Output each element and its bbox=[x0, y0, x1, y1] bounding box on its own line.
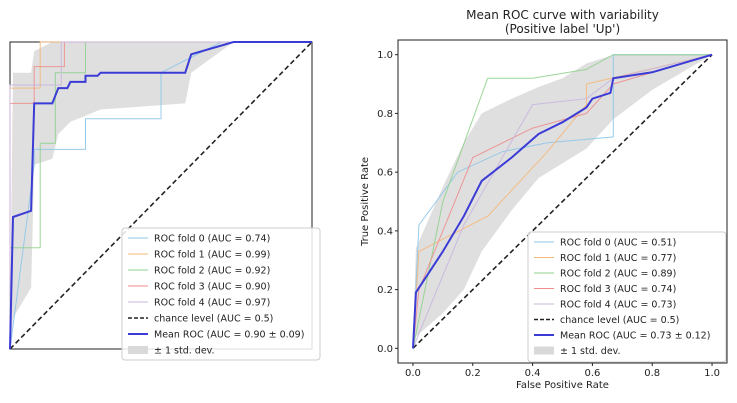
y-tick-label: 0.4 bbox=[377, 226, 393, 237]
x-tick-label: 0.2 bbox=[465, 368, 481, 379]
roc-fold-2-line bbox=[9, 41, 312, 349]
y-tick-label: 0.2 bbox=[377, 285, 393, 296]
legend-swatch bbox=[534, 346, 554, 355]
left-roc-panel: ROC fold 0 (AUC = 0.74) ROC fold 1 (AUC =… bbox=[9, 41, 321, 361]
legend-label-chance-level-auc-0-5: chance level (AUC = 0.5) bbox=[154, 314, 273, 325]
x-tick-label: 0.6 bbox=[584, 368, 600, 379]
legend-label-roc-fold-1-auc-0-77: ROC fold 1 (AUC = 0.77) bbox=[560, 253, 676, 264]
legend-label-1-std-dev: ± 1 std. dev. bbox=[154, 346, 215, 357]
roc-fold-4-line bbox=[9, 41, 312, 349]
roc-fold-0-line bbox=[412, 54, 712, 349]
legend-label-roc-fold-0-auc-0-51: ROC fold 0 (AUC = 0.51) bbox=[560, 238, 676, 249]
y-tick-label: 1.0 bbox=[377, 50, 393, 61]
legend-label-roc-fold-4-auc-0-73: ROC fold 4 (AUC = 0.73) bbox=[560, 300, 676, 311]
y-axis-label: True Positive Rate bbox=[360, 157, 371, 247]
std-dev-band bbox=[413, 54, 712, 349]
legend-label-roc-fold-3-auc-0-90: ROC fold 3 (AUC = 0.90) bbox=[154, 282, 270, 293]
x-tick-label: 0.0 bbox=[405, 368, 421, 379]
chance-level-line bbox=[412, 54, 713, 349]
legend-label-roc-fold-4-auc-0-97: ROC fold 4 (AUC = 0.97) bbox=[154, 298, 270, 309]
x-axis-label: False Positive Rate bbox=[516, 380, 609, 391]
chart-title: Mean ROC curve with variability bbox=[466, 8, 659, 22]
chart-subtitle: (Positive label 'Up') bbox=[505, 22, 620, 36]
legend-swatch bbox=[128, 346, 148, 354]
x-tick-label: 0.8 bbox=[644, 368, 660, 379]
legend-label-chance-level-auc-0-5: chance level (AUC = 0.5) bbox=[560, 315, 679, 326]
x-tick-label: 0.4 bbox=[525, 368, 541, 379]
y-tick-label: 0.0 bbox=[377, 344, 393, 355]
y-tick-label: 0.6 bbox=[377, 168, 393, 179]
legend-box bbox=[527, 231, 727, 363]
legend-box bbox=[121, 227, 321, 361]
right-roc-panel: Mean ROC curve with variability(Positive… bbox=[360, 8, 728, 391]
legend-label-roc-fold-2-auc-0-89: ROC fold 2 (AUC = 0.89) bbox=[560, 269, 676, 280]
legend-label-roc-fold-3-auc-0-74: ROC fold 3 (AUC = 0.74) bbox=[560, 284, 676, 295]
mean-roc-line bbox=[9, 41, 312, 350]
y-tick-label: 0.8 bbox=[377, 109, 393, 120]
legend-label-roc-fold-1-auc-0-99: ROC fold 1 (AUC = 0.99) bbox=[154, 250, 270, 261]
legend-label-1-std-dev: ± 1 std. dev. bbox=[560, 346, 621, 357]
legend-label-roc-fold-2-auc-0-92: ROC fold 2 (AUC = 0.92) bbox=[154, 266, 270, 277]
legend-label-mean-roc-auc-0-90-0-09: Mean ROC (AUC = 0.90 ± 0.09) bbox=[154, 330, 304, 341]
mean-roc-line bbox=[412, 53, 713, 349]
roc-fold-2-line bbox=[412, 54, 712, 349]
x-tick-label: 1.0 bbox=[704, 368, 720, 379]
legend-label-roc-fold-0-auc-0-74: ROC fold 0 (AUC = 0.74) bbox=[154, 234, 270, 245]
roc-fold-1-line bbox=[412, 54, 713, 349]
legend-label-mean-roc-auc-0-73-0-12: Mean ROC (AUC = 0.73 ± 0.12) bbox=[560, 331, 710, 342]
